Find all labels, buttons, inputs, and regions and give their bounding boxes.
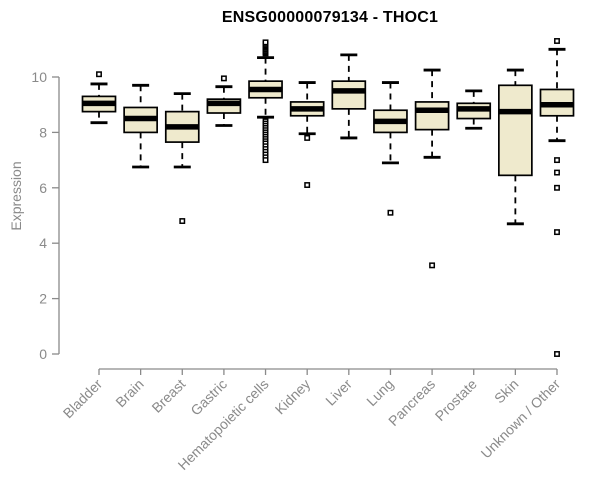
x-tick-label: Kidney (272, 376, 314, 418)
x-tick-label: Skin (491, 376, 522, 407)
outlier-point (554, 229, 560, 236)
x-tick-label: Bladder (60, 376, 106, 422)
x-tick-label: Prostate (432, 376, 480, 424)
x-tick-label: Lung (363, 376, 396, 409)
box-iqr (498, 84, 533, 177)
y-tick-label: 8 (39, 124, 47, 140)
y-tick-label: 0 (39, 346, 47, 362)
outlier-point (554, 157, 560, 164)
y-tick-label: 4 (39, 235, 47, 251)
outlier-point (554, 38, 560, 44)
y-tick-label: 2 (39, 291, 47, 307)
outlier-point (429, 262, 436, 269)
box-iqr (331, 80, 367, 110)
x-tick-label: Liver (322, 376, 355, 409)
outlier-point (554, 351, 560, 357)
outlier-point (304, 134, 311, 141)
y-tick-label: 10 (31, 69, 47, 85)
outlier-point (554, 184, 560, 191)
x-tick-label: Unknown / Other (478, 376, 564, 462)
outlier-point (304, 182, 311, 188)
outlier-point (554, 169, 560, 176)
outlier-point (262, 39, 269, 46)
outlier-point (387, 209, 394, 216)
x-tick-label: Brain (112, 376, 146, 410)
outlier-point (220, 75, 227, 82)
box-iqr (414, 101, 450, 131)
outlier-point (262, 157, 269, 164)
outlier-point (179, 218, 186, 224)
chart-title: ENSG00000079134 - THOC1 (221, 9, 439, 26)
outlier-point (96, 71, 102, 78)
y-tick-label: 6 (39, 180, 47, 196)
x-tick-label: Breast (148, 376, 188, 416)
